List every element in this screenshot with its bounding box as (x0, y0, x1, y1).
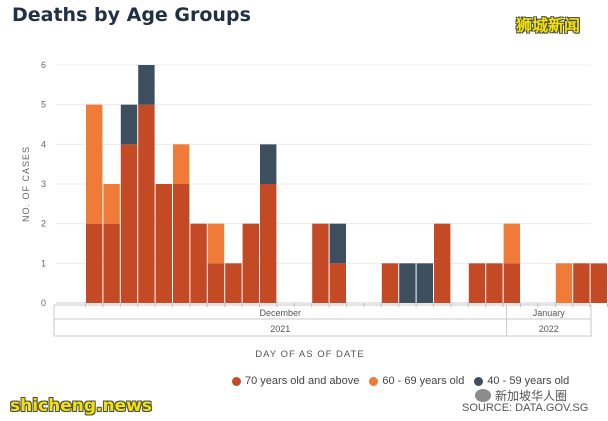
wechat-icon (475, 389, 491, 402)
wechat-label: 新加坡华人圈 (495, 389, 568, 403)
bar-segment (155, 184, 172, 303)
bar-segment (434, 223, 451, 303)
legend-dot-icon (369, 376, 379, 386)
bar-segment (329, 223, 346, 264)
x-axis-title: DAY OF AS OF DATE (255, 349, 364, 360)
bar-segment (260, 184, 277, 303)
x-month-label: January (533, 308, 566, 318)
bar-segment (573, 263, 590, 303)
bar-segment (103, 184, 120, 224)
bar-segment (173, 144, 190, 184)
bar-segment (503, 263, 520, 303)
y-tick-label: 0 (41, 298, 46, 308)
legend-item: 70 years old and above (232, 375, 359, 387)
bar-segment (555, 263, 573, 303)
y-tick-label: 5 (41, 100, 46, 110)
bar-segment (329, 263, 346, 303)
bar-segment (503, 223, 520, 264)
source-note: SOURCE: DATA.GOV.SG (462, 402, 589, 414)
wechat-watermark: 新加坡华人圈 (475, 387, 567, 404)
legend-label: 40 - 59 years old (487, 375, 570, 387)
x-year-label: 2022 (539, 324, 559, 334)
legend: 70 years old and above 60 - 69 years old 4… (232, 375, 569, 387)
legend-item: 40 - 59 years old (474, 375, 569, 387)
bar-segment (242, 223, 259, 303)
legend-label: 60 - 69 years old (382, 375, 465, 387)
bar-segment (173, 184, 190, 303)
bar-segment (468, 263, 486, 303)
x-year-label: 2021 (270, 324, 290, 334)
legend-dot-icon (474, 376, 484, 386)
bar-segment (260, 144, 277, 184)
y-tick-label: 1 (41, 258, 46, 268)
bar-segment (416, 263, 433, 303)
bar-segment (590, 263, 607, 303)
x-axis-frame (53, 304, 592, 337)
bar-segment (190, 223, 207, 303)
bar-segment (103, 223, 120, 303)
bar-segment (138, 104, 155, 304)
bar-segment (207, 263, 225, 303)
bar-segment (86, 104, 103, 224)
y-tick-label: 2 (41, 219, 46, 229)
bar-segment (207, 223, 225, 264)
bar-segment (399, 263, 416, 303)
bar-segment (86, 223, 103, 303)
watermark-top-logo: 狮城新闻 (516, 16, 581, 35)
legend-label: 70 years old and above (245, 375, 360, 387)
bar-segment (120, 144, 138, 303)
y-axis-title: NO. OF CASES (21, 146, 31, 222)
x-month-label: December (260, 308, 302, 318)
bar-segment (120, 104, 138, 145)
bar-segment (381, 263, 399, 303)
bar-segment (138, 65, 155, 105)
y-tick-label: 4 (41, 139, 46, 149)
bar-segment (486, 263, 503, 303)
watermark-bottom-logo: shicheng.news (10, 396, 152, 416)
y-tick-label: 3 (41, 179, 46, 189)
chart-title: Deaths by Age Groups (12, 4, 251, 26)
legend-dot-icon (232, 376, 241, 386)
bar-segment (312, 223, 329, 303)
legend-item: 60 - 69 years old (369, 375, 464, 387)
bar-segment (225, 263, 242, 303)
y-tick-label: 6 (41, 60, 46, 70)
